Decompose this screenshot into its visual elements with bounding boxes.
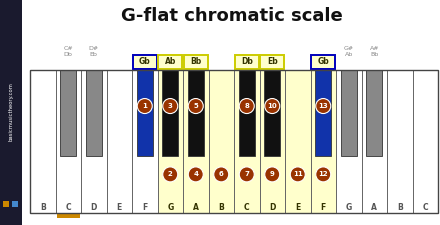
Text: G: G <box>346 202 352 211</box>
Bar <box>362 70 387 213</box>
Text: Ab: Ab <box>165 58 176 67</box>
Bar <box>235 55 259 69</box>
Text: 8: 8 <box>244 103 249 109</box>
Text: D: D <box>91 202 97 211</box>
Bar <box>367 70 382 156</box>
Circle shape <box>188 167 203 182</box>
Text: Eb: Eb <box>90 52 98 56</box>
Circle shape <box>163 167 178 182</box>
Bar <box>56 214 80 218</box>
Bar <box>162 70 178 156</box>
Circle shape <box>188 99 203 114</box>
Bar <box>285 70 311 213</box>
Text: Ab: Ab <box>345 52 353 56</box>
Circle shape <box>137 99 152 114</box>
Text: A: A <box>193 202 199 211</box>
Text: F: F <box>321 202 326 211</box>
Text: G: G <box>167 202 173 211</box>
Text: 2: 2 <box>168 171 172 177</box>
Text: C#: C# <box>63 45 73 50</box>
Bar <box>413 70 438 213</box>
Bar <box>30 70 438 213</box>
Circle shape <box>316 167 331 182</box>
Bar <box>3 201 9 207</box>
Text: 10: 10 <box>268 103 277 109</box>
Text: Bb: Bb <box>190 58 202 67</box>
Text: G#: G# <box>344 45 354 50</box>
Bar <box>341 70 357 156</box>
Bar <box>183 55 208 69</box>
Bar <box>260 55 284 69</box>
Text: A#: A# <box>370 45 379 50</box>
Text: 3: 3 <box>168 103 172 109</box>
Text: Gb: Gb <box>317 58 329 67</box>
Text: 13: 13 <box>319 103 328 109</box>
Bar <box>12 201 18 207</box>
Text: C: C <box>66 202 71 211</box>
Bar <box>387 70 413 213</box>
Bar <box>158 70 183 213</box>
Text: 4: 4 <box>193 171 198 177</box>
Bar <box>158 55 182 69</box>
Text: Db: Db <box>64 52 73 56</box>
Text: 12: 12 <box>319 171 328 177</box>
Text: Bb: Bb <box>370 52 378 56</box>
Bar <box>239 70 255 156</box>
Bar <box>311 55 335 69</box>
Bar <box>183 70 209 213</box>
Text: C: C <box>422 202 428 211</box>
Circle shape <box>265 167 280 182</box>
Text: basicmusictheory.com: basicmusictheory.com <box>8 83 14 142</box>
Bar <box>315 70 331 156</box>
Bar <box>234 70 260 213</box>
Text: 9: 9 <box>270 171 275 177</box>
Bar <box>188 70 204 156</box>
Circle shape <box>290 167 305 182</box>
Bar <box>132 70 158 213</box>
Bar <box>336 70 362 213</box>
Bar <box>0 0 22 225</box>
Bar <box>132 55 157 69</box>
Circle shape <box>214 167 229 182</box>
Circle shape <box>316 99 331 114</box>
Bar <box>60 70 76 156</box>
Text: F: F <box>142 202 147 211</box>
Bar <box>311 70 336 213</box>
Bar <box>260 70 285 213</box>
Text: A: A <box>371 202 377 211</box>
Text: 6: 6 <box>219 171 224 177</box>
Text: Eb: Eb <box>267 58 278 67</box>
Text: D#: D# <box>89 45 99 50</box>
Bar <box>137 70 153 156</box>
Text: B: B <box>40 202 46 211</box>
Bar <box>86 70 102 156</box>
Circle shape <box>163 99 178 114</box>
Text: 5: 5 <box>193 103 198 109</box>
Text: E: E <box>117 202 122 211</box>
Bar <box>30 70 55 213</box>
Bar <box>106 70 132 213</box>
Circle shape <box>239 99 254 114</box>
Circle shape <box>239 167 254 182</box>
Text: B: B <box>218 202 224 211</box>
Text: Gb: Gb <box>139 58 150 67</box>
Text: 1: 1 <box>142 103 147 109</box>
Circle shape <box>265 99 280 114</box>
Text: G-flat chromatic scale: G-flat chromatic scale <box>121 7 343 25</box>
Text: B: B <box>397 202 403 211</box>
Bar <box>264 70 280 156</box>
Text: C: C <box>244 202 249 211</box>
Text: E: E <box>295 202 301 211</box>
Text: D: D <box>269 202 275 211</box>
Text: 11: 11 <box>293 171 303 177</box>
Text: 7: 7 <box>244 171 249 177</box>
Bar <box>81 70 106 213</box>
Bar <box>55 70 81 213</box>
Text: Db: Db <box>241 58 253 67</box>
Bar <box>209 70 234 213</box>
